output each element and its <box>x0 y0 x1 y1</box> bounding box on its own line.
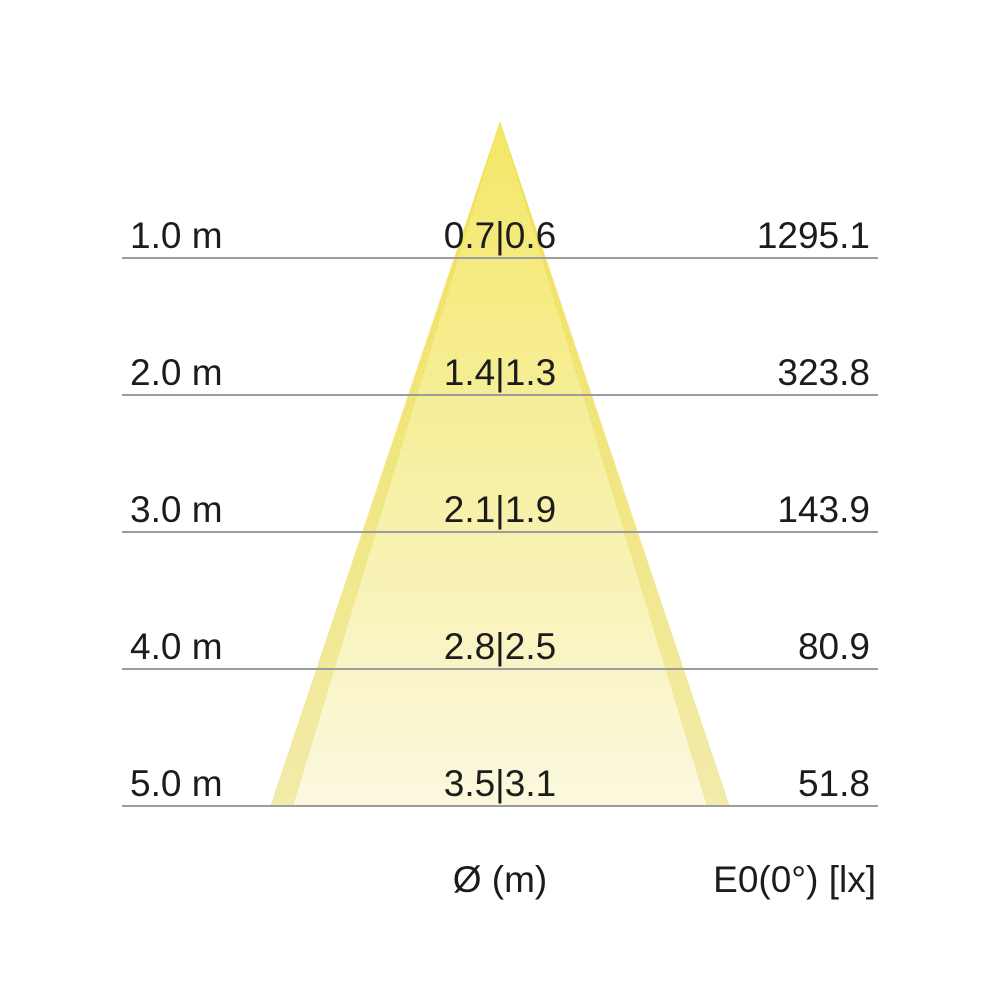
illuminance-value: 143.9 <box>777 489 870 530</box>
beam-diameter-value: 2.8|2.5 <box>443 626 557 667</box>
distance-line <box>122 257 878 259</box>
illuminance-value: 51.8 <box>797 763 870 804</box>
illuminance-value: 1295.1 <box>756 215 870 256</box>
distance-label: 5.0 m <box>130 763 223 804</box>
illuminance-value: 80.9 <box>797 626 870 667</box>
diameter-column-header: Ø (m) <box>452 859 548 900</box>
distance-label: 2.0 m <box>130 352 223 393</box>
beam-diameter-value: 2.1|1.9 <box>443 489 557 530</box>
illuminance-column-header: E0(0°) [lx] <box>713 859 876 900</box>
distance-line <box>122 668 878 670</box>
beam-diameter-value: 1.4|1.3 <box>443 352 557 393</box>
beam-diameter-value: 0.7|0.6 <box>443 215 557 256</box>
distance-line <box>122 394 878 396</box>
distance-line <box>122 531 878 533</box>
distance-line <box>122 805 878 807</box>
illuminance-value: 323.8 <box>777 352 870 393</box>
beam-diameter-value: 3.5|3.1 <box>443 763 557 804</box>
distance-label: 4.0 m <box>130 626 223 667</box>
distance-label: 3.0 m <box>130 489 223 530</box>
light-cone-inner <box>293 121 707 807</box>
distance-label: 1.0 m <box>130 215 223 256</box>
